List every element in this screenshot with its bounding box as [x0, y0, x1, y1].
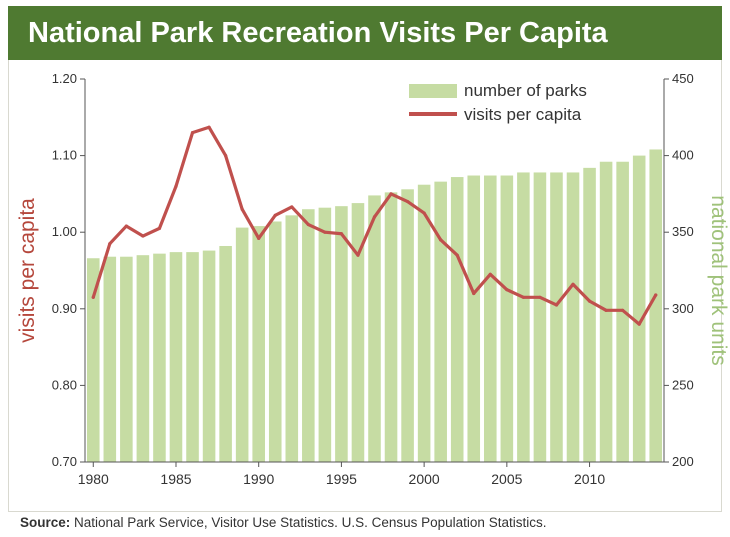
right-tick-label: 300 — [672, 301, 694, 316]
bar-2006 — [517, 172, 530, 462]
bar-1980 — [86, 258, 100, 462]
bar-2003 — [467, 175, 481, 462]
bar-2001 — [434, 181, 447, 462]
legend-label-visits: visits per capita — [464, 105, 582, 124]
line-point-1997 — [372, 215, 377, 219]
line-point-1982 — [124, 224, 128, 228]
line-point-2008 — [554, 303, 559, 307]
legend-label-parks: number of parks — [464, 81, 587, 100]
bar-2010 — [583, 167, 596, 463]
x-tick-label: 1995 — [326, 471, 357, 487]
line-point-2009 — [571, 282, 575, 286]
line-point-1981 — [108, 242, 112, 246]
x-tick-label: 2010 — [574, 471, 605, 487]
bar-1994 — [318, 207, 332, 462]
line-point-2012 — [621, 308, 625, 312]
bar-1984 — [153, 253, 166, 462]
line-point-1984 — [157, 226, 162, 230]
bar-1996 — [351, 203, 365, 462]
bar-1990 — [252, 226, 265, 462]
bar-2009 — [566, 172, 580, 462]
line-point-2007 — [538, 295, 542, 299]
line-point-2013 — [637, 322, 641, 326]
bar-1992 — [285, 215, 299, 462]
bar-2002 — [450, 177, 464, 463]
line-point-2010 — [587, 299, 592, 303]
chart-title: National Park Recreation Visits Per Capi… — [28, 16, 608, 49]
right-tick-label: 350 — [672, 224, 694, 239]
left-tick-label: 1.10 — [52, 148, 77, 163]
bar-2000 — [417, 184, 431, 462]
x-tick-label: 2005 — [491, 471, 522, 487]
line-point-1998 — [389, 192, 393, 196]
bar-1988 — [219, 245, 232, 462]
x-tick-label: 1980 — [78, 471, 109, 487]
bar-1985 — [169, 252, 183, 462]
line-point-1991 — [273, 213, 277, 217]
bar-2007 — [533, 172, 547, 462]
line-point-1989 — [240, 207, 244, 211]
line-point-2000 — [422, 211, 426, 215]
line-point-2003 — [472, 291, 476, 296]
x-tick-label: 1990 — [243, 471, 274, 487]
left-tick-label: 0.80 — [52, 377, 77, 392]
line-point-1988 — [224, 154, 228, 158]
line-point-1999 — [405, 199, 410, 204]
right-tick-label: 450 — [672, 71, 694, 86]
chart-title-bar: National Park Recreation Visits Per Capi… — [8, 6, 722, 60]
right-tick-label: 200 — [672, 454, 694, 469]
left-tick-label: 1.00 — [52, 224, 77, 239]
bar-1999 — [401, 189, 414, 463]
bar-1981 — [103, 256, 117, 462]
source-note: Source: National Park Service, Visitor U… — [20, 515, 546, 530]
left-tick-label: 0.90 — [52, 301, 77, 316]
source-text: National Park Service, Visitor Use Stati… — [70, 515, 547, 530]
bar-1991 — [268, 221, 282, 462]
right-axis-label: national park units — [707, 195, 730, 365]
source-label: Source: — [20, 515, 71, 530]
bar-1995 — [335, 206, 348, 462]
line-point-1985 — [174, 184, 178, 188]
line-point-2005 — [505, 288, 509, 292]
line-point-1983 — [141, 234, 145, 238]
bar-2014 — [649, 149, 663, 462]
line-point-1996 — [356, 253, 360, 257]
line-point-2001 — [439, 238, 443, 242]
bar-2004 — [484, 175, 497, 462]
bar-2005 — [500, 175, 514, 462]
line-point-1990 — [257, 236, 261, 240]
bar-1982 — [120, 256, 133, 462]
line-point-1993 — [306, 222, 310, 227]
left-tick-label: 0.70 — [52, 454, 77, 469]
line-point-1986 — [190, 131, 195, 135]
bar-2013 — [632, 155, 646, 462]
line-point-2014 — [654, 293, 658, 297]
bar-1986 — [186, 252, 199, 462]
bar-1983 — [136, 255, 150, 462]
left-axis-label: visits per capita — [16, 198, 39, 343]
legend-swatch-parks — [409, 84, 457, 98]
right-tick-label: 250 — [672, 377, 694, 392]
line-point-1994 — [323, 230, 327, 234]
bar-1998 — [384, 192, 398, 462]
x-tick-label: 1985 — [160, 471, 191, 487]
bar-1997 — [368, 195, 381, 462]
chart-area: 0.70 0.80 0.90 1.00 1.10 1.20 200 250 300 350 400 4… — [16, 71, 730, 487]
bar-2008 — [550, 172, 563, 462]
bar-1987 — [202, 250, 216, 462]
line-point-2002 — [455, 253, 459, 257]
line-point-1992 — [290, 205, 294, 209]
x-tick-label: 2000 — [409, 471, 440, 487]
line-point-2004 — [488, 272, 492, 276]
line-point-2006 — [521, 295, 525, 299]
left-tick-label: 1.20 — [52, 71, 77, 86]
line-point-2011 — [604, 308, 608, 312]
bar-1989 — [235, 227, 249, 462]
line-point-1980 — [91, 295, 95, 299]
line-point-1987 — [207, 125, 211, 129]
chart-frame — [8, 60, 722, 512]
bar-1993 — [302, 209, 315, 462]
right-tick-label: 400 — [672, 148, 694, 163]
line-point-1995 — [339, 232, 344, 236]
